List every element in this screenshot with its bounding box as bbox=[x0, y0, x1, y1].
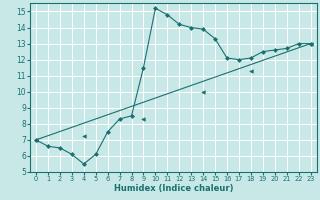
X-axis label: Humidex (Indice chaleur): Humidex (Indice chaleur) bbox=[114, 184, 233, 193]
